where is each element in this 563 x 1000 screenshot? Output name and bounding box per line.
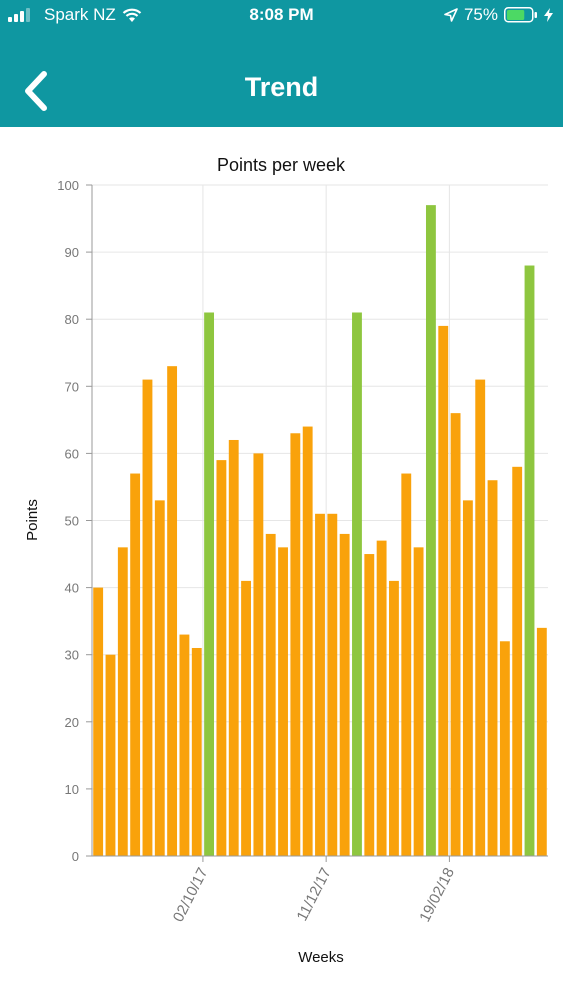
battery-icon (504, 7, 537, 23)
page-title: Trend (244, 72, 319, 102)
battery-percent: 75% (463, 5, 498, 24)
bar (93, 587, 104, 856)
bar (130, 473, 141, 856)
bar (536, 627, 547, 856)
status-bar: Spark NZ 8:08 PM 75% (0, 0, 563, 34)
bar (389, 580, 399, 856)
bar (512, 466, 523, 856)
bar (438, 325, 449, 856)
bar (105, 654, 116, 856)
bar-highlight (204, 312, 215, 856)
points-bar-chart: Points per week 0 10 20 30 40 50 60 70 80 90 100 02… (24, 155, 548, 966)
bar (265, 533, 276, 856)
bar (462, 500, 473, 856)
bar (154, 500, 165, 856)
y-tick-label: 50 (65, 514, 79, 529)
y-tick-label: 60 (65, 446, 79, 461)
bar-highlight (352, 312, 362, 856)
bar (339, 533, 350, 856)
status-time: 8:08 PM (249, 5, 314, 24)
bar-highlight (425, 205, 436, 856)
bar (327, 513, 338, 856)
bar (302, 426, 313, 856)
bar (142, 379, 153, 856)
bar (216, 460, 227, 856)
y-axis-label: Points (24, 499, 41, 541)
y-tick-label: 70 (65, 379, 79, 394)
bar (191, 647, 202, 856)
bar (401, 473, 412, 856)
bar (475, 379, 486, 856)
bar-highlight (524, 265, 535, 856)
bar (278, 547, 288, 856)
bar (253, 453, 264, 856)
y-tick-label: 20 (65, 715, 79, 730)
bar (290, 433, 301, 856)
location-arrow-icon (444, 8, 458, 22)
bar (487, 480, 498, 856)
y-tick-label: 0 (72, 849, 79, 864)
bar (315, 513, 325, 856)
bar (241, 580, 251, 856)
bar (376, 540, 387, 856)
chart-title: Points per week (217, 155, 346, 175)
bar (413, 547, 424, 856)
y-tick-label: 90 (65, 245, 79, 260)
bar (179, 634, 190, 856)
app-header: Spark NZ 8:08 PM 75% (0, 0, 563, 127)
back-button[interactable] (18, 70, 54, 112)
bar (499, 641, 510, 856)
carrier-name: Spark NZ (44, 5, 116, 24)
y-tick-label: 10 (65, 782, 79, 797)
x-tick-label: 19/02/18 (416, 865, 458, 925)
y-tick-label: 30 (65, 648, 79, 663)
x-tick-label: 02/10/17 (170, 865, 212, 925)
signal-icon (8, 8, 30, 22)
charging-bolt-icon (544, 8, 553, 22)
bar (228, 439, 239, 856)
chart-bars (93, 205, 547, 856)
bar (450, 413, 461, 856)
y-tick-label: 80 (65, 312, 79, 327)
y-tick-label: 100 (57, 178, 79, 193)
y-tick-label: 40 (65, 581, 79, 596)
bar (167, 366, 178, 856)
x-axis-label: Weeks (298, 949, 344, 966)
wifi-icon (122, 8, 142, 22)
bar (364, 554, 375, 856)
bar (117, 547, 128, 856)
chevron-left-icon (25, 71, 47, 111)
x-tick-label: 11/12/17 (294, 865, 335, 924)
